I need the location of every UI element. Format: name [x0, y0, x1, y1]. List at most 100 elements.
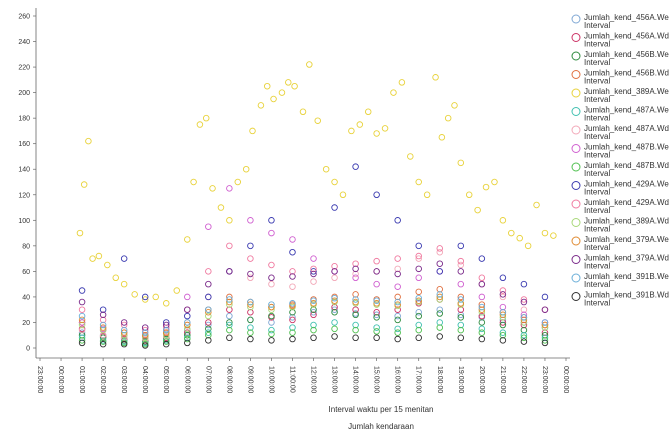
data-point-series-5: [339, 191, 347, 199]
data-point-series-11: [352, 260, 359, 267]
data-point-series-5: [465, 191, 473, 199]
data-point-series-2: [247, 308, 254, 316]
data-point-series-3: [499, 321, 507, 329]
legend-marker: [571, 51, 581, 61]
data-point-series-5: [331, 178, 338, 186]
data-point-series-5: [209, 185, 216, 192]
legend-marker: [571, 14, 581, 24]
data-point-series-11: [247, 255, 254, 262]
legend-label-suffix: Interval: [584, 114, 610, 123]
data-point-series-16: [78, 339, 86, 347]
legend-marker: [571, 273, 581, 283]
data-point-series-5: [184, 236, 191, 243]
data-point-series-1: [289, 314, 296, 321]
data-point-series-13: [415, 297, 422, 305]
y-tick-label: 100: [18, 218, 30, 225]
data-point-series-1: [436, 306, 444, 313]
data-point-series-9: [352, 326, 359, 334]
data-point-series-3: [541, 331, 549, 339]
data-point-series-1: [78, 329, 86, 336]
y-tick-label: 220: [18, 65, 30, 72]
legend-marker: [571, 236, 581, 246]
data-point-series-11: [394, 255, 401, 262]
data-point-series-8: [310, 255, 317, 262]
data-point-series-8: [520, 311, 528, 319]
y-tick-label: 40: [22, 294, 30, 301]
data-point-series-1: [331, 306, 338, 313]
data-point-series-5: [524, 242, 532, 250]
data-point-series-5: [95, 252, 103, 260]
x-tick-label: 01:00:00: [78, 366, 85, 393]
data-point-series-6: [541, 334, 549, 342]
data-point-series-10: [120, 255, 128, 262]
data-point-series-5: [263, 82, 271, 90]
data-point-series-7: [499, 293, 507, 301]
data-point-series-5: [306, 61, 313, 68]
data-point-series-11: [436, 245, 444, 252]
data-point-series-6: [436, 319, 444, 326]
data-point-series-16: [141, 342, 149, 349]
legend-marker: [571, 125, 581, 135]
legend-label-suffix: Interval: [584, 40, 610, 49]
data-point-series-5: [516, 234, 523, 242]
data-point-series-5: [242, 165, 250, 173]
data-point-series-5: [415, 178, 422, 186]
legend-marker: [571, 88, 581, 98]
legend-label: Jumlah_kend_487A.Wd: [584, 124, 669, 133]
data-point-series-5: [432, 74, 439, 81]
x-tick-label: 05:00:00: [162, 366, 169, 393]
data-point-series-5: [356, 121, 364, 128]
legend-label: Jumlah_kend_429A.Wd: [584, 198, 669, 207]
data-point-series-12: [478, 308, 486, 316]
data-point-series-4: [415, 288, 422, 296]
data-point-series-13: [541, 321, 549, 329]
data-point-series-4: [457, 293, 465, 301]
data-point-series-11: [141, 326, 149, 334]
data-point-series-12: [162, 331, 170, 339]
legend-label: Jumlah_kend_487B.We: [584, 143, 669, 152]
data-point-series-11: [499, 287, 507, 294]
legend-marker: [571, 181, 581, 190]
data-point-series-10: [415, 242, 422, 250]
data-point-series-12: [99, 326, 107, 334]
data-point-series-9: [184, 335, 191, 343]
data-point-series-6: [478, 325, 486, 333]
data-point-series-13: [226, 298, 233, 306]
data-point-series-16: [226, 334, 233, 342]
data-point-series-15: [457, 296, 465, 303]
legend-label-suffix: Interval: [584, 206, 610, 215]
data-point-series-12: [120, 331, 128, 339]
data-point-series-5: [533, 201, 540, 209]
data-point-series-9: [247, 329, 254, 336]
x-tick-label: 06:00:00: [183, 366, 190, 393]
data-point-series-6: [352, 321, 359, 329]
legend-label: Jumlah_kend_389A.Wd: [584, 217, 669, 226]
legend-label: Jumlah_kend_456B.Wd: [584, 69, 669, 78]
data-point-series-10: [394, 217, 401, 224]
data-point-series-16: [415, 334, 422, 342]
data-point-series-15: [247, 298, 254, 306]
data-point-series-5: [112, 274, 119, 282]
legend-label: Jumlah_kend_389A.We: [584, 87, 669, 96]
data-point-series-9: [99, 338, 107, 345]
data-point-series-16: [310, 334, 317, 342]
data-point-series-8: [226, 185, 233, 192]
data-point-series-5: [141, 296, 149, 303]
data-point-series-10: [457, 242, 465, 250]
data-point-series-13: [78, 316, 86, 324]
data-point-series-1: [205, 321, 212, 329]
data-point-series-15: [541, 319, 549, 326]
data-point-series-6: [247, 324, 254, 331]
data-point-series-5: [364, 108, 372, 116]
data-point-series-14: [541, 306, 549, 313]
x-tick-label: 14:00:00: [352, 366, 359, 393]
data-point-series-15: [268, 301, 275, 308]
data-point-series-7: [120, 334, 128, 342]
data-point-series-14: [120, 319, 128, 326]
data-point-series-5: [550, 232, 557, 239]
data-point-series-14: [520, 298, 528, 306]
x-tick-label: 00:00:00: [562, 366, 569, 393]
x-tick-label: 15:00:00: [373, 366, 380, 393]
data-point-series-10: [162, 319, 170, 326]
data-point-series-11: [268, 261, 275, 269]
